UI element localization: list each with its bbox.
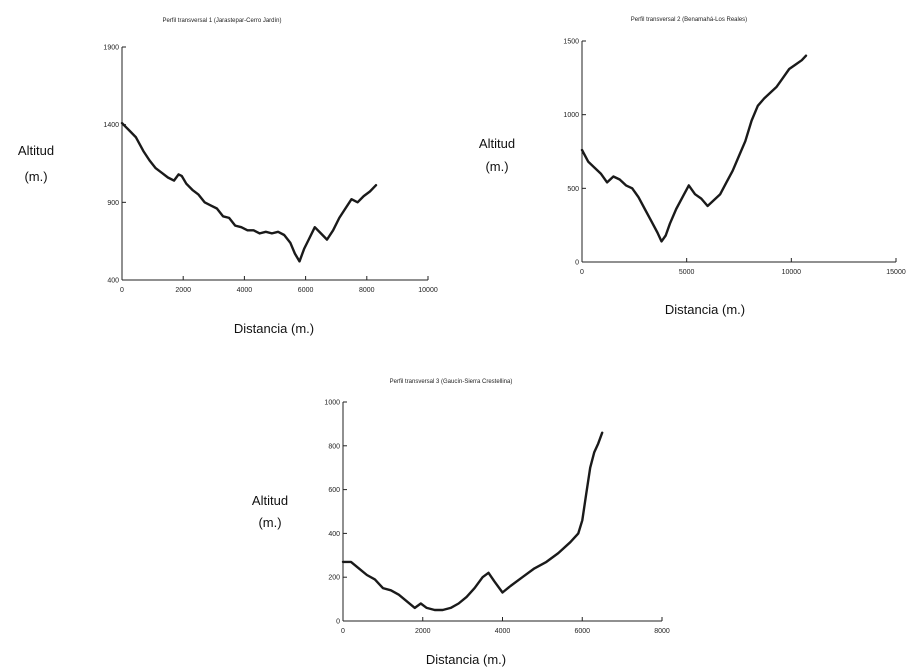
profile-1-ticks: 0 2000 4000 6000 8000 10000 400 900 1400 1900 <box>103 45 437 295</box>
x-tick-label: 8000 <box>359 287 375 294</box>
y-tick-label: 200 <box>328 575 340 582</box>
y-tick-label: 500 <box>567 186 579 193</box>
x-tick-label: 4000 <box>495 628 511 635</box>
profile-3-marks <box>341 431 604 612</box>
profile-2-title: Perfil transversal 2 (Benamahá-Los Reale… <box>631 17 747 23</box>
profile-2-ticks: 0 5000 10000 15000 0 500 1000 1500 <box>563 39 905 277</box>
y-tick-label: 0 <box>336 619 340 626</box>
profile-3-ylabel-line-1: Altitud <box>252 493 288 508</box>
profile-3-xlabel: Distancia (m.) <box>426 652 506 667</box>
x-tick-label: 0 <box>580 269 584 276</box>
x-tick-label: 5000 <box>679 269 695 276</box>
y-tick-label: 1000 <box>563 112 579 119</box>
y-tick-label: 1400 <box>103 122 119 129</box>
y-tick-label: 1000 <box>324 400 340 407</box>
profile-2-ylabel-line-1: Altitud <box>479 136 515 151</box>
profile-1-marks <box>120 121 378 263</box>
x-tick-label: 2000 <box>175 287 191 294</box>
profile-1-title: Perfil transversal 1 (Jarastepar-Cerro J… <box>162 18 281 24</box>
x-tick-label: 10000 <box>418 287 438 294</box>
profile-2-marks <box>580 54 808 243</box>
profile-2-chart: Perfil transversal 2 (Benamahá-Los Reale… <box>479 17 906 317</box>
x-tick-label: 8000 <box>654 628 670 635</box>
x-tick-label: 4000 <box>237 287 253 294</box>
profile-3-title: Perfil transversal 3 (Gaucín-Sierra Cres… <box>390 379 513 385</box>
profile-3-ticks: 0 2000 4000 6000 8000 0 200 400 600 800 1000 <box>324 400 669 636</box>
x-tick-label: 0 <box>120 287 124 294</box>
x-tick-label: 2000 <box>415 628 431 635</box>
x-tick-label: 15000 <box>886 269 906 276</box>
profile-2-series-line <box>580 54 808 243</box>
profile-3-chart: Perfil transversal 3 (Gaucín-Sierra Cres… <box>252 379 670 667</box>
profile-1-series-line <box>120 121 378 263</box>
profile-1-chart: Perfil transversal 1 (Jarastepar-Cerro J… <box>18 18 438 336</box>
y-tick-label: 400 <box>328 531 340 538</box>
y-tick-label: 400 <box>107 278 119 285</box>
profile-1-ylabel-line-2: (m.) <box>24 169 47 184</box>
y-tick-label: 1900 <box>103 45 119 52</box>
profile-1-ylabel-line-1: Altitud <box>18 143 54 158</box>
y-tick-label: 0 <box>575 260 579 267</box>
y-tick-label: 600 <box>328 487 340 494</box>
x-tick-label: 10000 <box>782 269 802 276</box>
x-tick-label: 0 <box>341 628 345 635</box>
y-tick-label: 900 <box>107 200 119 207</box>
y-tick-label: 1500 <box>563 39 579 46</box>
y-tick-label: 800 <box>328 443 340 450</box>
profile-2-ylabel-line-2: (m.) <box>485 159 508 174</box>
x-tick-label: 6000 <box>298 287 314 294</box>
profile-3-ylabel-line-2: (m.) <box>258 515 281 530</box>
profile-1-xlabel: Distancia (m.) <box>234 321 314 336</box>
x-tick-label: 6000 <box>574 628 590 635</box>
profile-2-xlabel: Distancia (m.) <box>665 302 745 317</box>
profile-3-series-line <box>341 431 604 612</box>
